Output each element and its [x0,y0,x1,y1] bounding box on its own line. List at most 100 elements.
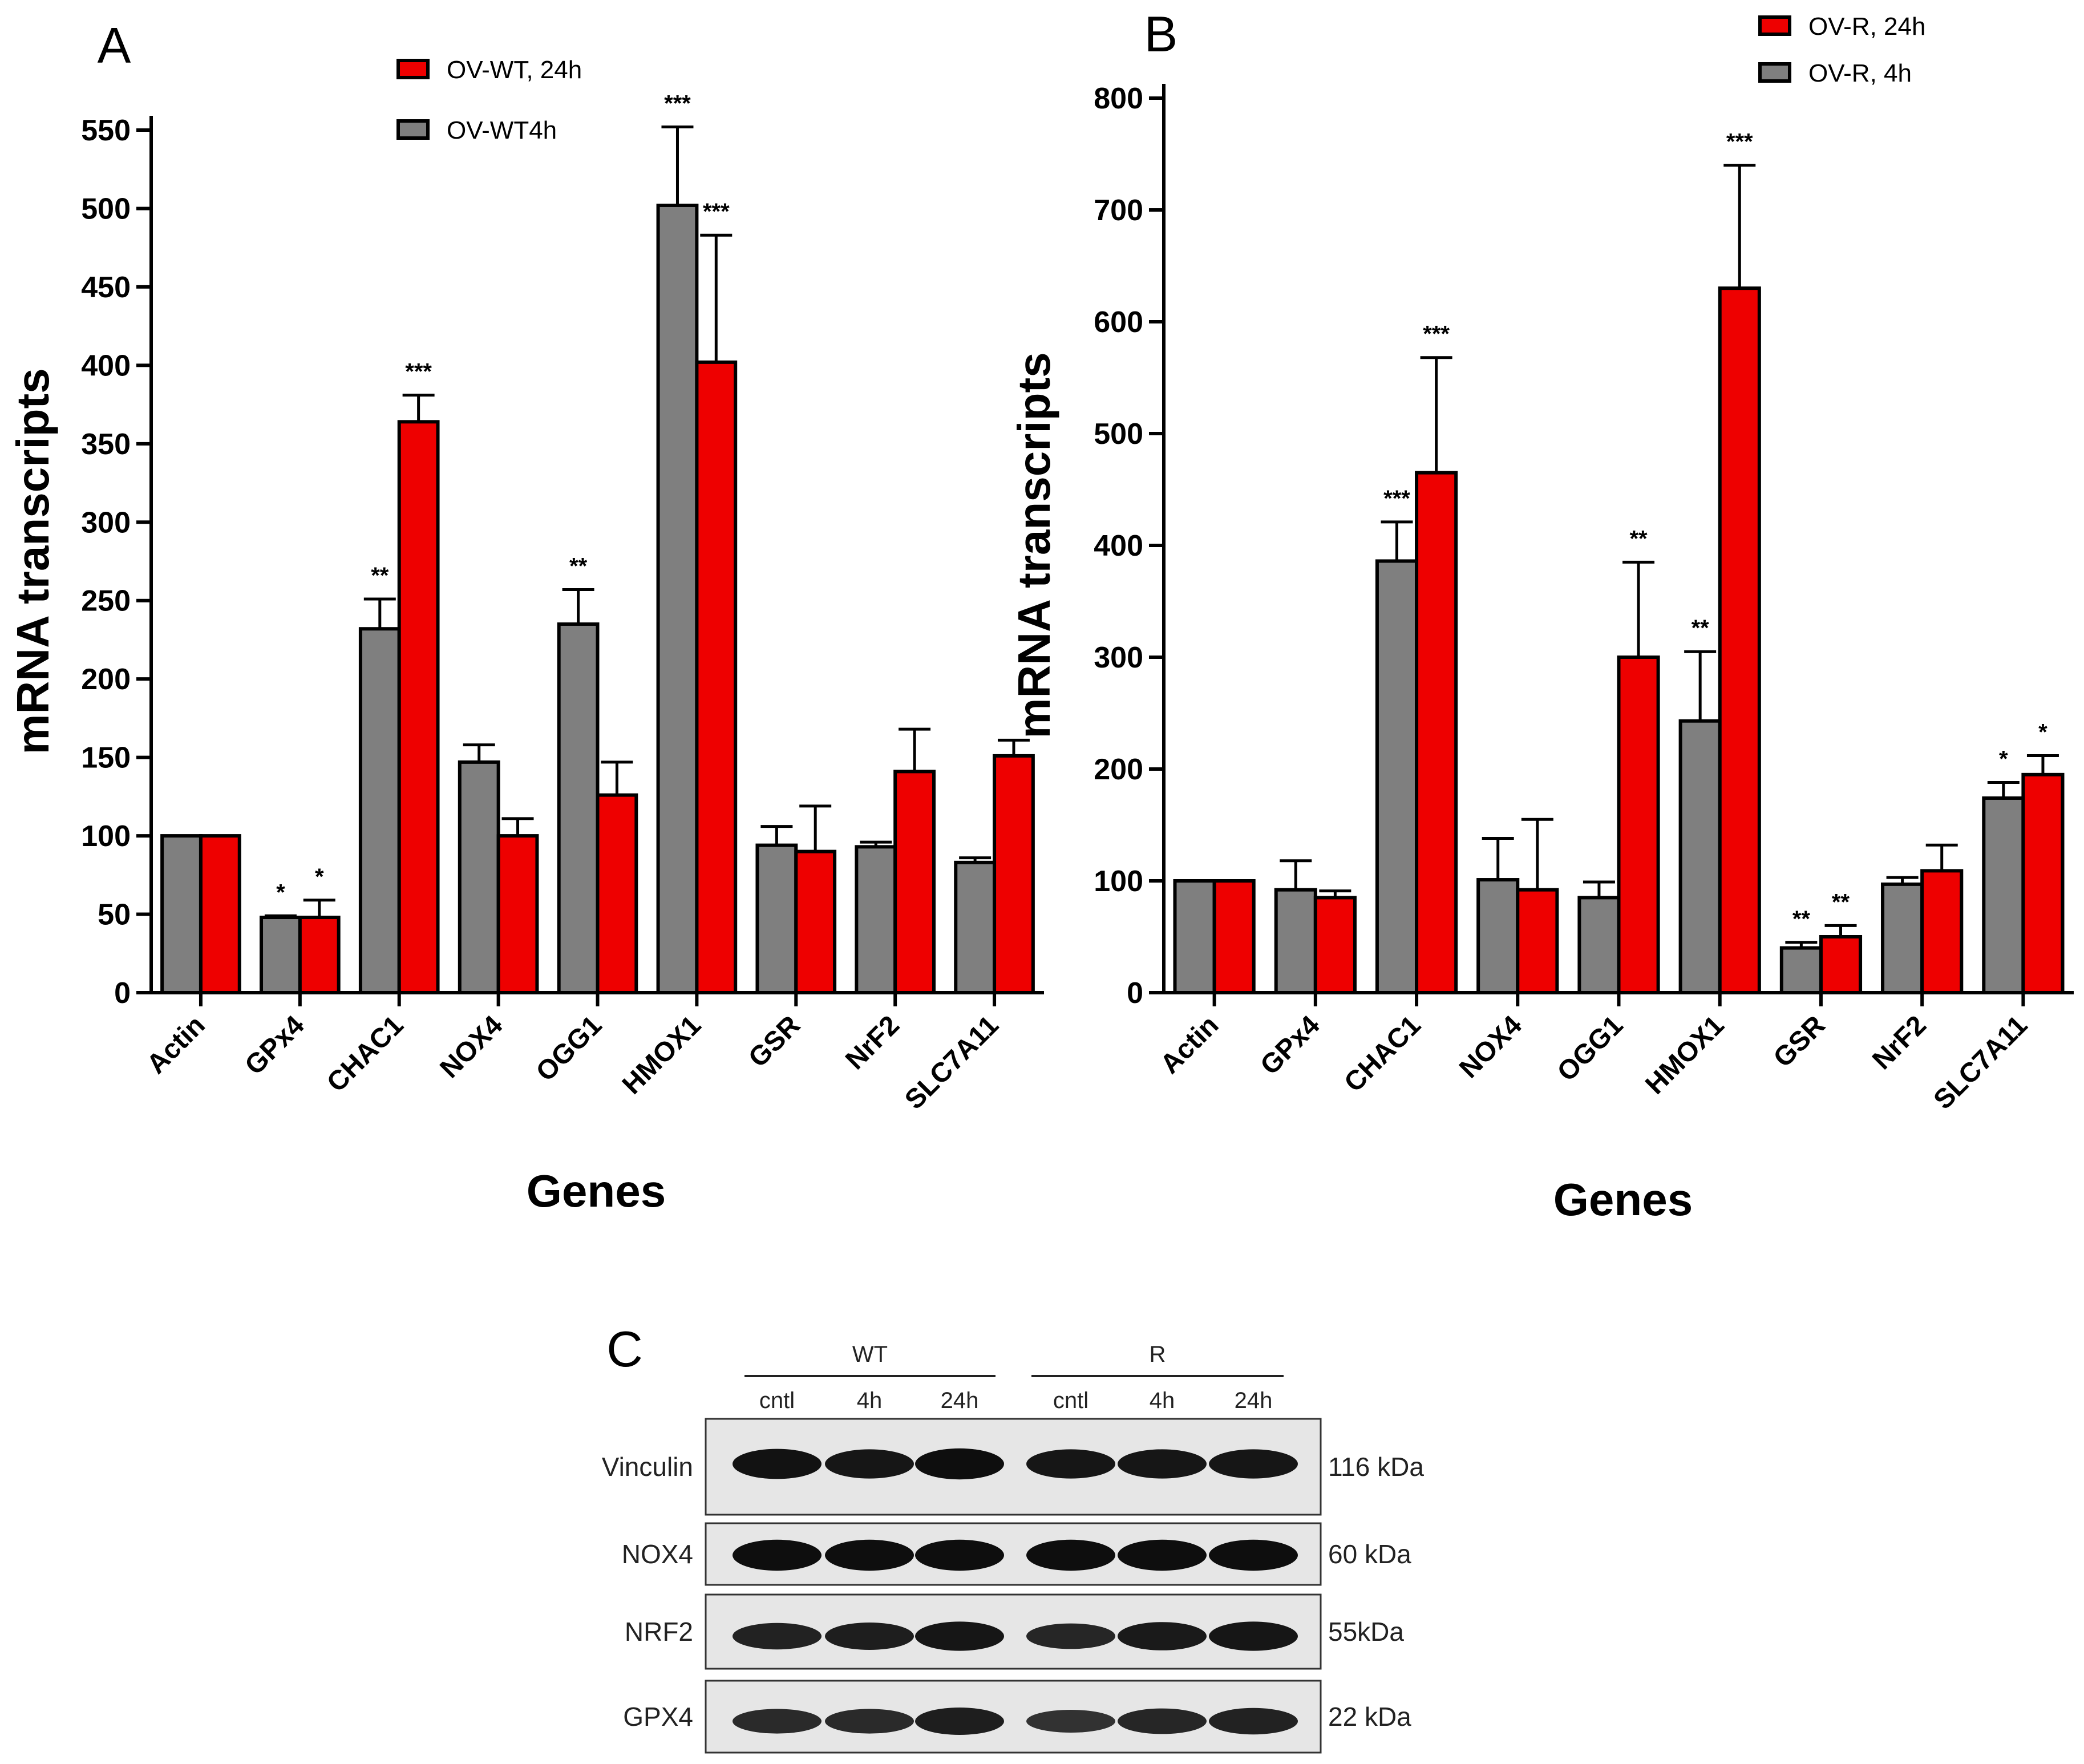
panel-b-legend-label-ov-r-24h: OV-R, 24h [1808,13,1925,41]
panel-b-letter: B [1144,6,1178,62]
panel-b-significance-ov-r-24h-chac1: *** [1423,322,1450,347]
panel-a-bar-ov-wt4h-chac1 [358,627,401,994]
panel-b-bar-ov-r-24h-chac1 [1415,471,1458,994]
panel-a-bar-ov-wt4h-gsr [755,843,798,994]
blot-band-gpx4 [915,1708,1004,1735]
blot-band-vinculin [1026,1449,1115,1479]
blot-band-vinculin [1118,1449,1207,1479]
panel-a-legend-swatch-ov-wt-24h [396,59,430,79]
panel-a-significance-ov-wt4h-ogg1: ** [569,553,588,578]
panel-a-bar-ov-wt4h-nox4 [458,760,500,995]
panel-a-y-axis-title: mRNA transcripts [7,368,58,754]
panel-a-x-axis-title: Genes [527,1166,666,1216]
panel-b-significance-ov-r-24h-hmox1: *** [1726,130,1753,155]
panel-a-bar-ov-wt-24h-nrf2 [893,770,936,994]
panel-b-y-tick-label: 400 [1094,529,1143,563]
panel-a-y-tick-label: 250 [81,585,131,618]
panel-a-bar-ov-wt-24h-gpx4 [298,916,341,994]
blot-protein-label-nox4: NOX4 [622,1539,693,1569]
panel-a-bar-ov-wt4h-slc7a11 [954,860,997,994]
blot-size-label-nox4: 60 kDa [1328,1539,1411,1569]
panel-b-y-tick-label: 100 [1094,865,1143,898]
panel-a-bar-ov-wt4h-gpx4 [260,916,302,994]
panel-b-bar-ov-r-24h-nrf2 [1920,869,1964,994]
blot-band-gpx4 [1026,1710,1115,1733]
blot-protein-label-nrf2: NRF2 [625,1617,693,1646]
panel-b-bar-ov-r-24h-hmox1 [1718,286,1761,995]
blot-lane-label: cntl [1053,1388,1088,1413]
panel-b-y-tick-label: 200 [1094,753,1143,786]
blot-lane-label: 4h [1150,1388,1175,1413]
panel-b-y-tick-label: 500 [1094,418,1143,451]
blot-lane-label: 24h [941,1388,979,1413]
panel-b-bar-ov-r-4h-gpx4 [1274,888,1317,995]
panel-a-legend-swatch-ov-wt4h [396,119,430,140]
panel-a-y-tick-label: 450 [81,271,131,304]
panel-a-letter: A [98,17,131,74]
panel-a-bar-ov-wt-24h-ogg1 [596,793,638,994]
panel-a-bar-ov-wt-24h-slc7a11 [993,754,1035,995]
blot-group-label-r: R [1150,1342,1166,1367]
panel-b-significance-ov-r-24h-ogg1: ** [1629,526,1648,551]
blot-band-nox4 [1118,1539,1207,1571]
blot-size-label-vinculin: 116 kDa [1328,1452,1424,1482]
blot-band-nrf2 [1026,1623,1115,1649]
blot-band-nrf2 [1118,1622,1207,1650]
blot-band-nrf2 [825,1623,914,1650]
blot-band-vinculin [1209,1449,1298,1479]
blot-band-vinculin [825,1449,914,1479]
panel-a-y-tick-label: 550 [81,114,131,147]
blot-band-vinculin [733,1449,822,1479]
panel-b-legend-swatch-ov-r-24h [1758,15,1791,36]
panel-a-bar-ov-wt4h-actin [160,834,203,995]
panel-b-bar-ov-r-24h-slc7a11 [2021,772,2065,995]
panel-b-x-axis-title: Genes [1553,1174,1693,1225]
panel-a-significance-ov-wt4h-hmox1: *** [664,91,691,116]
blot-band-nox4 [825,1539,914,1571]
blot-lane-label: 4h [857,1388,883,1413]
panel-a-y-tick-label: 500 [81,192,131,225]
panel-b-significance-ov-r-4h-hmox1: ** [1692,616,1710,641]
panel-b-bar-ov-r-24h-ogg1 [1617,656,1660,994]
panel-b-y-tick-label: 600 [1094,306,1143,339]
blot-group-label-wt: WT [852,1342,888,1367]
panel-a-bar-ov-wt-24h-actin [199,834,241,995]
panel-a-bar-ov-wt-24h-nox4 [496,834,539,995]
panel-b-y-tick-label: 300 [1094,641,1143,674]
panel-b-significance-ov-r-4h-gsr: ** [1792,907,1811,932]
blot-band-nrf2 [733,1623,822,1650]
blot-band-gpx4 [825,1709,914,1734]
panel-b-y-tick-label: 700 [1094,194,1143,227]
panel-b-bar-ov-r-4h-chac1 [1375,559,1419,994]
blot-band-nox4 [1209,1539,1298,1571]
panel-a-significance-ov-wt4h-gpx4: * [276,880,285,905]
panel-b-legend-label-ov-r-4h: OV-R, 4h [1808,59,1912,87]
panel-a-bar-ov-wt4h-ogg1 [557,622,600,994]
panel-b-significance-ov-r-24h-gsr: ** [1832,889,1850,915]
panel-a-y-tick-label: 350 [81,428,131,461]
blot-band-nox4 [915,1539,1004,1571]
panel-a-y-tick-label: 100 [81,820,131,853]
blot-lane-label: 24h [1235,1388,1273,1413]
panel-b-significance-ov-r-24h-slc7a11: * [2038,719,2047,745]
panel-b-bar-ov-r-4h-slc7a11 [1982,796,2025,994]
panel-b-bar-ov-r-24h-gpx4 [1313,896,1357,995]
panel-b-y-tick-label: 800 [1094,82,1143,115]
panel-b-significance-ov-r-4h-chac1: *** [1383,486,1410,511]
blot-protein-label-gpx4: GPX4 [623,1702,693,1731]
panel-b-bar-ov-r-4h-nrf2 [1881,882,1924,994]
panel-b-bar-ov-r-4h-hmox1 [1678,719,1722,994]
blot-band-gpx4 [733,1709,822,1734]
panel-a-significance-ov-wt-24h-chac1: *** [405,359,432,385]
blot-band-nox4 [1026,1539,1115,1571]
blot-size-label-nrf2: 55kDa [1328,1617,1404,1646]
panel-a-y-tick-label: 400 [81,349,131,382]
panel-b-y-axis-title: mRNA transcripts [1009,352,1059,738]
panel-a-legend-label-ov-wt-24h: OV-WT, 24h [447,56,582,84]
panel-b-bar-ov-r-24h-actin [1212,879,1256,994]
blot-band-gpx4 [1209,1708,1298,1735]
panel-a-bar-ov-wt-24h-chac1 [397,420,440,994]
panel-b-bar-ov-r-4h-ogg1 [1577,896,1621,995]
